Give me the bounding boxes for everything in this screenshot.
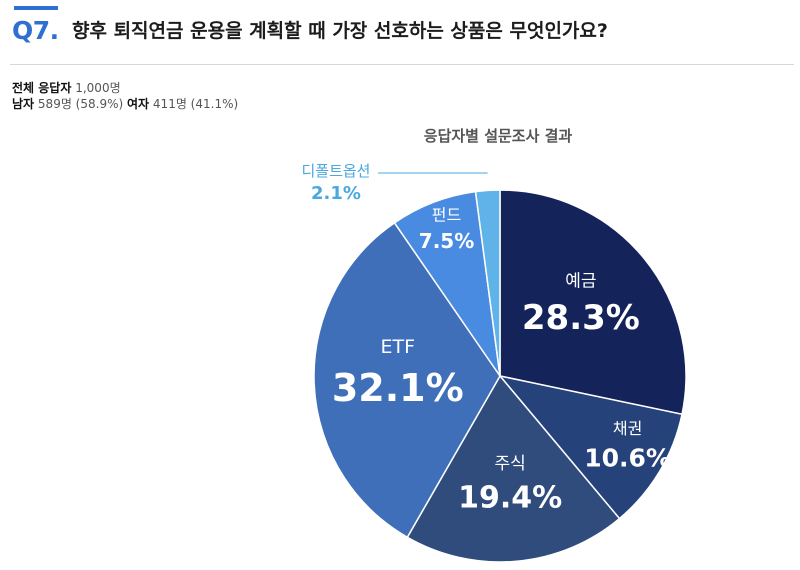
pie-slice-3 (313, 221, 501, 539)
pie-slice-1 (498, 374, 683, 520)
pie-slice-5 (474, 189, 501, 377)
slice-value-4: 7.5% (419, 229, 474, 253)
slice-value-3: 32.1% (332, 366, 464, 410)
pie-labels: 예금 28.3% 채권 10.6% 주식 19.4% ETF 32.1% 펀드 7.5% 디폴트옵션… (301, 162, 670, 515)
respondents-total-value: 1,000명 (75, 81, 121, 95)
respondents-gender: 남자 589명 (58.9%) 여자 411명 (41.1%) (12, 95, 238, 112)
slice-label-4: 펀드 (432, 206, 461, 225)
slice-label-5: 디폴트옵션 (301, 162, 370, 180)
respondents-female-label: 여자 (127, 97, 150, 111)
slice-label-2: 주식 (494, 454, 525, 474)
slice-value-0: 28.3% (522, 298, 640, 338)
question-number: Q7. (12, 16, 59, 45)
slice-value-5: 2.1% (311, 183, 361, 204)
question-accent-bar (14, 6, 58, 10)
pie-slices (313, 189, 687, 563)
pie-slice-0 (499, 189, 687, 416)
respondents-male-value: 589명 (58.9%) (37, 97, 124, 111)
slice-label-1: 채권 (613, 419, 642, 438)
respondents-total: 전체 응답자 1,000명 (12, 79, 121, 96)
question-title: 향후 퇴직연금 운용을 계획할 때 가장 선호하는 상품은 무엇인가요? (72, 20, 608, 42)
slice-label-3: ETF (381, 336, 416, 358)
pie-slice-2 (406, 374, 621, 563)
respondents-total-label: 전체 응답자 (12, 81, 72, 95)
slice-value-2: 19.4% (458, 480, 562, 515)
slice-value-1: 10.6% (584, 443, 671, 472)
respondents-female-value: 411명 (41.1%) (152, 97, 239, 111)
header-divider (10, 64, 794, 65)
slice-label-0: 예금 (565, 271, 596, 291)
respondents-male-label: 남자 (12, 97, 35, 111)
chart-title: 응답자별 설문조사 결과 (424, 127, 573, 145)
